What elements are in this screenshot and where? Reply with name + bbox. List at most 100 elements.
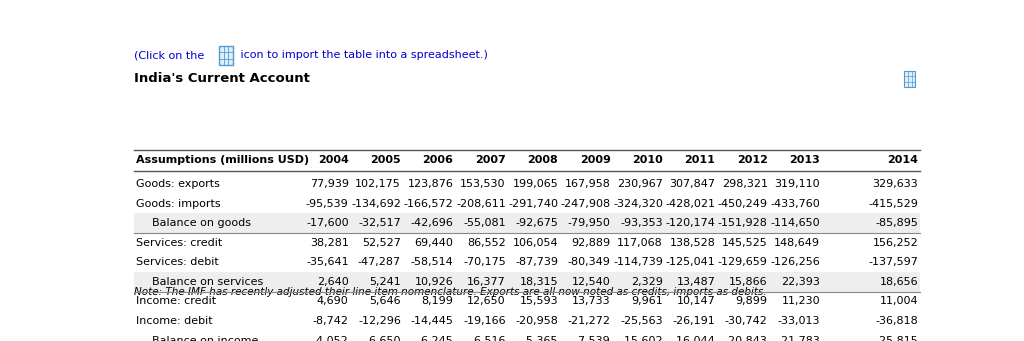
- Text: (Click on the: (Click on the: [134, 50, 208, 60]
- Text: 106,054: 106,054: [512, 238, 558, 248]
- Text: -15,602: -15,602: [621, 336, 663, 341]
- Text: 2,640: 2,640: [316, 277, 348, 287]
- Text: 298,321: 298,321: [722, 179, 768, 189]
- Text: 153,530: 153,530: [460, 179, 506, 189]
- Text: Note: The IMF has recently adjusted their line item nomenclature. Exports are al: Note: The IMF has recently adjusted thei…: [134, 287, 767, 297]
- Text: 10,147: 10,147: [677, 296, 715, 307]
- Text: Balance on income: Balance on income: [152, 336, 258, 341]
- Text: -42,696: -42,696: [411, 218, 454, 228]
- Text: 2014: 2014: [888, 155, 919, 165]
- Text: 2005: 2005: [371, 155, 401, 165]
- Text: -47,287: -47,287: [357, 257, 401, 267]
- Text: Income: credit: Income: credit: [136, 296, 216, 307]
- Text: Income: debit: Income: debit: [136, 316, 213, 326]
- Text: -79,950: -79,950: [567, 218, 610, 228]
- Text: -17,600: -17,600: [306, 218, 348, 228]
- Text: -6,516: -6,516: [470, 336, 506, 341]
- Text: Services: debit: Services: debit: [136, 257, 219, 267]
- Text: 138,528: 138,528: [670, 238, 715, 248]
- Text: -30,742: -30,742: [725, 316, 768, 326]
- Text: -8,742: -8,742: [312, 316, 348, 326]
- Text: -247,908: -247,908: [560, 198, 610, 209]
- Text: 2009: 2009: [580, 155, 610, 165]
- FancyBboxPatch shape: [134, 272, 920, 292]
- Text: 5,646: 5,646: [370, 296, 401, 307]
- Text: -134,692: -134,692: [351, 198, 401, 209]
- Text: -14,445: -14,445: [411, 316, 454, 326]
- Text: 86,552: 86,552: [467, 238, 506, 248]
- Text: 15,866: 15,866: [729, 277, 768, 287]
- FancyBboxPatch shape: [134, 213, 920, 233]
- Text: -26,191: -26,191: [673, 316, 715, 326]
- Text: -125,041: -125,041: [666, 257, 715, 267]
- Text: -32,517: -32,517: [358, 218, 401, 228]
- Text: 69,440: 69,440: [415, 238, 454, 248]
- Text: -415,529: -415,529: [868, 198, 919, 209]
- Text: Balance on services: Balance on services: [152, 277, 263, 287]
- Text: -19,166: -19,166: [463, 316, 506, 326]
- Text: -450,249: -450,249: [718, 198, 768, 209]
- Text: 123,876: 123,876: [408, 179, 454, 189]
- Text: 2004: 2004: [317, 155, 348, 165]
- Text: 92,889: 92,889: [571, 238, 610, 248]
- Text: -6,245: -6,245: [418, 336, 454, 341]
- Text: Balance on goods: Balance on goods: [152, 218, 251, 228]
- Text: -87,739: -87,739: [515, 257, 558, 267]
- Text: 18,656: 18,656: [880, 277, 919, 287]
- Text: -58,514: -58,514: [411, 257, 454, 267]
- Text: -428,021: -428,021: [666, 198, 715, 209]
- Text: 15,593: 15,593: [519, 296, 558, 307]
- Text: 117,068: 117,068: [617, 238, 663, 248]
- Text: -21,783: -21,783: [777, 336, 820, 341]
- Text: 2007: 2007: [475, 155, 506, 165]
- Text: 102,175: 102,175: [355, 179, 401, 189]
- Text: -92,675: -92,675: [515, 218, 558, 228]
- Text: 2011: 2011: [684, 155, 715, 165]
- Text: -36,818: -36,818: [876, 316, 919, 326]
- Text: 77,939: 77,939: [309, 179, 348, 189]
- Text: 13,733: 13,733: [571, 296, 610, 307]
- Text: 145,525: 145,525: [722, 238, 768, 248]
- Text: 11,230: 11,230: [781, 296, 820, 307]
- Text: 319,110: 319,110: [774, 179, 820, 189]
- Text: -20,958: -20,958: [515, 316, 558, 326]
- Text: 9,899: 9,899: [735, 296, 768, 307]
- Text: Goods: imports: Goods: imports: [136, 198, 220, 209]
- Text: 307,847: 307,847: [670, 179, 715, 189]
- Text: 167,958: 167,958: [564, 179, 610, 189]
- Text: Services: credit: Services: credit: [136, 238, 222, 248]
- Text: 11,004: 11,004: [880, 296, 919, 307]
- Text: 22,393: 22,393: [781, 277, 820, 287]
- Text: -25,563: -25,563: [621, 316, 663, 326]
- Text: 12,650: 12,650: [467, 296, 506, 307]
- Text: 156,252: 156,252: [872, 238, 919, 248]
- Text: -35,641: -35,641: [306, 257, 348, 267]
- Text: -12,296: -12,296: [358, 316, 401, 326]
- Text: 10,926: 10,926: [415, 277, 454, 287]
- Text: -33,013: -33,013: [777, 316, 820, 326]
- Text: -114,739: -114,739: [613, 257, 663, 267]
- Text: 38,281: 38,281: [309, 238, 348, 248]
- Text: -20,843: -20,843: [725, 336, 768, 341]
- FancyBboxPatch shape: [134, 331, 920, 341]
- Text: 2006: 2006: [423, 155, 454, 165]
- FancyBboxPatch shape: [904, 71, 915, 87]
- Text: 230,967: 230,967: [617, 179, 663, 189]
- Text: -114,650: -114,650: [770, 218, 820, 228]
- FancyBboxPatch shape: [219, 46, 232, 65]
- Text: -433,760: -433,760: [770, 198, 820, 209]
- Text: -93,353: -93,353: [621, 218, 663, 228]
- Text: Assumptions (millions USD): Assumptions (millions USD): [136, 155, 309, 165]
- Text: -6,650: -6,650: [366, 336, 401, 341]
- Text: 18,315: 18,315: [519, 277, 558, 287]
- Text: -4,052: -4,052: [313, 336, 348, 341]
- Text: -166,572: -166,572: [403, 198, 454, 209]
- Text: 8,199: 8,199: [422, 296, 454, 307]
- Text: 4,690: 4,690: [316, 296, 348, 307]
- Text: -137,597: -137,597: [868, 257, 919, 267]
- Text: 2012: 2012: [736, 155, 768, 165]
- Text: -95,539: -95,539: [306, 198, 348, 209]
- Text: 2008: 2008: [527, 155, 558, 165]
- Text: -120,174: -120,174: [666, 218, 715, 228]
- Text: -70,175: -70,175: [463, 257, 506, 267]
